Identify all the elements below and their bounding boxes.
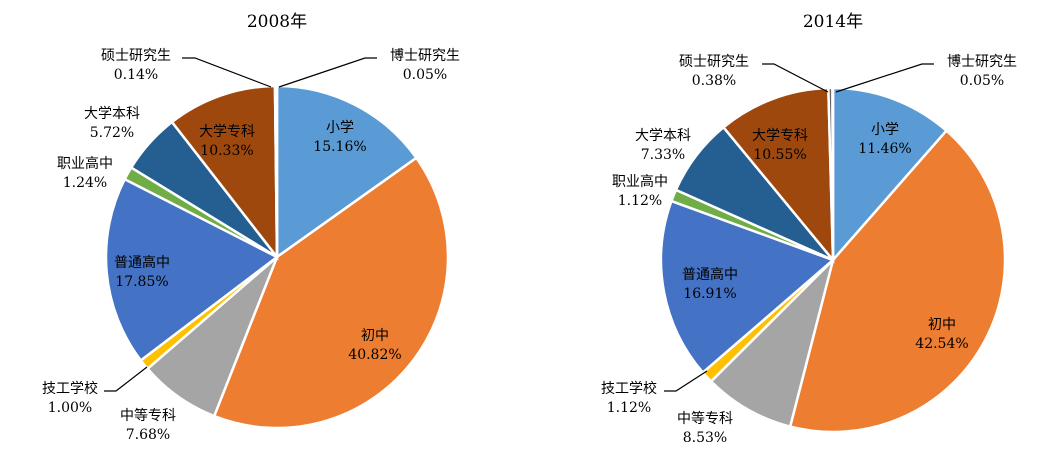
- pie-slice-primary-school-2014: [831, 86, 949, 264]
- value-label-vocational-high-school-2014: 1.12%: [618, 193, 662, 209]
- category-label-doctoral-2008: 博士研究生: [390, 47, 460, 64]
- value-label-vocational-high-school-2008: 1.24%: [63, 175, 107, 191]
- category-label-junior-college-2014: 大学专科: [752, 128, 808, 144]
- value-label-masters-2008: 0.14%: [114, 67, 158, 83]
- value-label-technical-school-2008: 1.00%: [48, 400, 92, 416]
- pie-slice-general-high-school-2008: [104, 177, 280, 363]
- pie-slice-general-high-school-2014: [659, 199, 836, 375]
- pie-labels-2008: 小学 15.16% 初中 40.82% 中等专科 7.68% 技工学校 1.00% 普通高中 17…: [42, 47, 460, 443]
- category-label-vocational-high-school-2014: 职业高中: [612, 173, 668, 190]
- pie-slice-secondary-specialized-2014: [709, 255, 836, 429]
- category-label-undergraduate-2008: 大学本科: [84, 106, 140, 122]
- value-label-undergraduate-2008: 5.72%: [90, 125, 134, 141]
- pie-slice-junior-high-2014: [788, 128, 1007, 434]
- leader-line-technical-school-2008: [104, 366, 148, 392]
- value-label-primary-school-2014: 11.46%: [858, 141, 911, 157]
- category-label-masters-2008: 硕士研究生: [101, 48, 171, 64]
- category-label-secondary-specialized-2014: 中等专科: [677, 410, 733, 427]
- leader-line-doctoral-2008: [278, 57, 377, 88]
- value-label-doctoral-2014: 0.05%: [960, 73, 1004, 89]
- value-label-technical-school-2014: 1.12%: [607, 400, 651, 416]
- pie-slice-primary-school-2008: [275, 84, 419, 260]
- value-label-junior-high-2014: 42.54%: [915, 336, 968, 352]
- category-label-general-high-school-2008: 普通高中: [114, 254, 170, 271]
- pie-slices-2008: [104, 84, 450, 430]
- value-label-junior-high-2008: 40.82%: [348, 347, 401, 363]
- leader-line-masters-2008: [182, 57, 272, 88]
- value-label-general-high-school-2014: 16.91%: [683, 286, 736, 302]
- chart-title-2008: 2008年: [247, 12, 307, 32]
- value-label-doctoral-2008: 0.05%: [403, 67, 447, 83]
- category-label-technical-school-2014: 技工学校: [601, 380, 657, 397]
- pie-slice-doctoral-2008: [275, 84, 279, 258]
- category-label-junior-high-2014: 初中: [928, 316, 956, 333]
- value-label-secondary-specialized-2014: 8.53%: [683, 430, 727, 446]
- pie-chart-2008: 2008年 小学 15.16% 初中 40.82% 中等专科 7.68% 技工学校 1.00%…: [42, 12, 460, 443]
- category-label-vocational-high-school-2008: 职业高中: [57, 155, 113, 172]
- pie-slice-doctoral-2014: [831, 86, 835, 261]
- category-label-technical-school-2008: 技工学校: [42, 380, 98, 397]
- category-label-general-high-school-2014: 普通高中: [682, 266, 738, 283]
- value-label-primary-school-2008: 15.16%: [313, 139, 366, 155]
- value-label-junior-college-2014: 10.55%: [753, 147, 806, 163]
- pie-slice-junior-high-2008: [212, 156, 450, 430]
- category-label-masters-2014: 硕士研究生: [679, 54, 749, 70]
- category-label-junior-college-2008: 大学专科: [199, 124, 255, 140]
- value-label-secondary-specialized-2008: 7.68%: [126, 427, 170, 443]
- pie-labels-2014: 小学 11.46% 初中 42.54% 中等专科 8.53% 技工学校 1.12% 普通高中 16…: [601, 53, 1017, 446]
- leader-line-doctoral-2014: [835, 63, 934, 93]
- value-label-undergraduate-2014: 7.33%: [641, 147, 685, 163]
- value-label-junior-college-2008: 10.33%: [200, 143, 253, 159]
- category-label-secondary-specialized-2008: 中等专科: [120, 407, 176, 424]
- pie-slice-junior-college-2014: [721, 86, 835, 264]
- value-label-masters-2014: 0.38%: [692, 73, 736, 89]
- leader-line-masters-2014: [762, 63, 829, 93]
- category-label-junior-high-2008: 初中: [361, 327, 389, 344]
- category-label-primary-school-2014: 小学: [871, 122, 899, 138]
- value-label-general-high-school-2008: 17.85%: [115, 274, 168, 290]
- chart-title-2014: 2014年: [803, 12, 863, 32]
- pie-slices-2014: [659, 86, 1007, 434]
- leader-line-technical-school-2014: [664, 370, 708, 392]
- pie-chart-2014: 2014年 小学 11.46% 初中 42.54% 中等专科 8.53% 技工学校 1.12%…: [601, 12, 1017, 446]
- category-label-undergraduate-2014: 大学本科: [635, 128, 691, 144]
- category-label-doctoral-2014: 博士研究生: [947, 53, 1017, 70]
- category-label-primary-school-2008: 小学: [326, 120, 354, 136]
